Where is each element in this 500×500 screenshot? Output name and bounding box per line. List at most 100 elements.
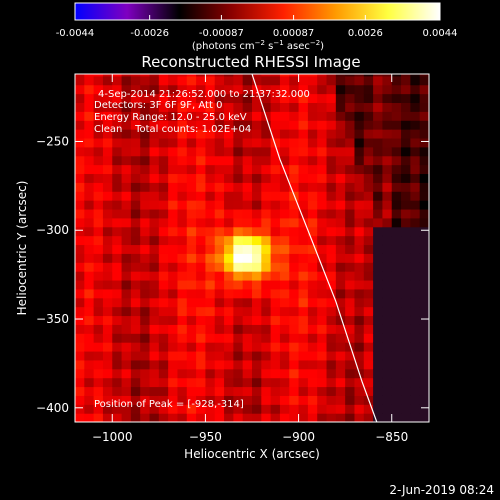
heatmap-cell — [140, 306, 151, 317]
heatmap-cell — [93, 288, 104, 299]
heatmap-cell — [205, 262, 216, 272]
heatmap-cell — [298, 386, 309, 396]
heatmap-cell — [382, 395, 393, 405]
heatmap-cell — [102, 75, 113, 86]
heatmap-cell — [177, 111, 188, 121]
heatmap-cell — [279, 182, 290, 192]
heatmap-cell — [130, 404, 141, 414]
heatmap-cell — [363, 155, 374, 166]
heatmap-cell — [410, 244, 421, 254]
heatmap-image — [75, 74, 429, 422]
heatmap-cell — [112, 217, 123, 228]
heatmap-cell — [158, 306, 169, 317]
heatmap-cell — [112, 93, 123, 104]
heatmap-cell — [345, 413, 356, 422]
heatmap-cell — [382, 342, 393, 352]
heatmap-cell — [298, 217, 309, 228]
heatmap-cell — [317, 120, 328, 130]
heatmap-cell — [121, 217, 132, 228]
heatmap-cell — [177, 137, 188, 148]
heatmap-cell — [261, 93, 272, 104]
heatmap-cell — [373, 404, 384, 414]
heatmap-cell — [317, 386, 328, 396]
heatmap-cell — [345, 350, 356, 361]
heatmap-cell — [270, 333, 281, 343]
heatmap-cell — [354, 75, 365, 86]
heatmap-cell — [289, 208, 300, 219]
heatmap-cell — [419, 377, 429, 388]
heatmap-cell — [242, 413, 253, 422]
heatmap-cell — [261, 217, 272, 228]
heatmap-cell — [130, 253, 141, 263]
heatmap-cell — [112, 173, 123, 183]
heatmap-cell — [177, 244, 188, 254]
heatmap-cell — [317, 226, 328, 237]
heatmap-cell — [186, 93, 197, 104]
heatmap-cell — [205, 413, 216, 422]
heatmap-cell — [335, 191, 346, 201]
heatmap-cell — [140, 395, 151, 405]
heatmap-cell — [373, 208, 384, 219]
heatmap-cell — [401, 137, 411, 148]
heatmap-cell — [112, 297, 123, 308]
heatmap-cell — [289, 404, 300, 414]
heatmap-cell — [205, 324, 216, 334]
heatmap-cell — [289, 173, 300, 183]
heatmap-cell — [345, 288, 356, 299]
heatmap-cell — [140, 129, 151, 139]
heatmap-cell — [242, 253, 253, 263]
heatmap-cell — [112, 404, 123, 414]
heatmap-cell — [186, 271, 197, 281]
heatmap-cell — [233, 102, 244, 112]
heatmap-cell — [196, 74, 207, 77]
heatmap-cell — [102, 84, 113, 95]
heatmap-cell — [214, 173, 225, 183]
heatmap-cell — [279, 208, 290, 219]
heatmap-cell — [93, 93, 104, 104]
heatmap-cell — [363, 413, 374, 422]
heatmap-cell — [391, 342, 402, 352]
heatmap-cell — [373, 342, 384, 352]
heatmap-cell — [93, 413, 104, 422]
heatmap-cell — [270, 235, 281, 246]
heatmap-cell — [317, 74, 328, 77]
heatmap-cell — [102, 200, 113, 210]
heatmap-cell — [93, 324, 104, 334]
heatmap-cell — [317, 173, 328, 183]
heatmap-cell — [205, 386, 216, 396]
heatmap-cell — [140, 244, 151, 254]
heatmap-cell — [270, 120, 281, 130]
heatmap-cell — [345, 386, 356, 396]
heatmap-cell — [112, 235, 123, 246]
heatmap-cell — [168, 262, 179, 272]
heatmap-cell — [382, 262, 393, 272]
heatmap-cell — [196, 129, 207, 139]
heatmap-cell — [419, 262, 429, 272]
heatmap-cell — [205, 297, 216, 308]
heatmap-cell — [270, 315, 281, 325]
heatmap-cell — [75, 137, 85, 148]
heatmap-cell — [242, 182, 253, 192]
colorbar-tick-label: -0.00087 — [199, 28, 244, 39]
heatmap-cell — [391, 413, 402, 422]
heatmap-cell — [326, 200, 337, 210]
heatmap-cell — [317, 333, 328, 343]
heatmap-cell — [112, 279, 123, 290]
heatmap-cell — [261, 191, 272, 201]
heatmap-cell — [298, 368, 309, 379]
heatmap-cell — [252, 342, 262, 352]
heatmap-cell — [196, 315, 207, 325]
heatmap-cell — [317, 315, 328, 325]
heatmap-cell — [401, 386, 411, 396]
heatmap-cell — [401, 395, 411, 405]
heatmap-cell — [112, 333, 123, 343]
heatmap-cell — [270, 182, 281, 192]
heatmap-cell — [149, 350, 160, 361]
heatmap-cell — [149, 279, 160, 290]
heatmap-cell — [419, 235, 429, 246]
heatmap-cell — [270, 84, 281, 95]
heatmap-cell — [382, 359, 393, 370]
heatmap-cell — [401, 84, 411, 95]
heatmap-cell — [196, 75, 207, 86]
heatmap-cell — [261, 262, 272, 272]
